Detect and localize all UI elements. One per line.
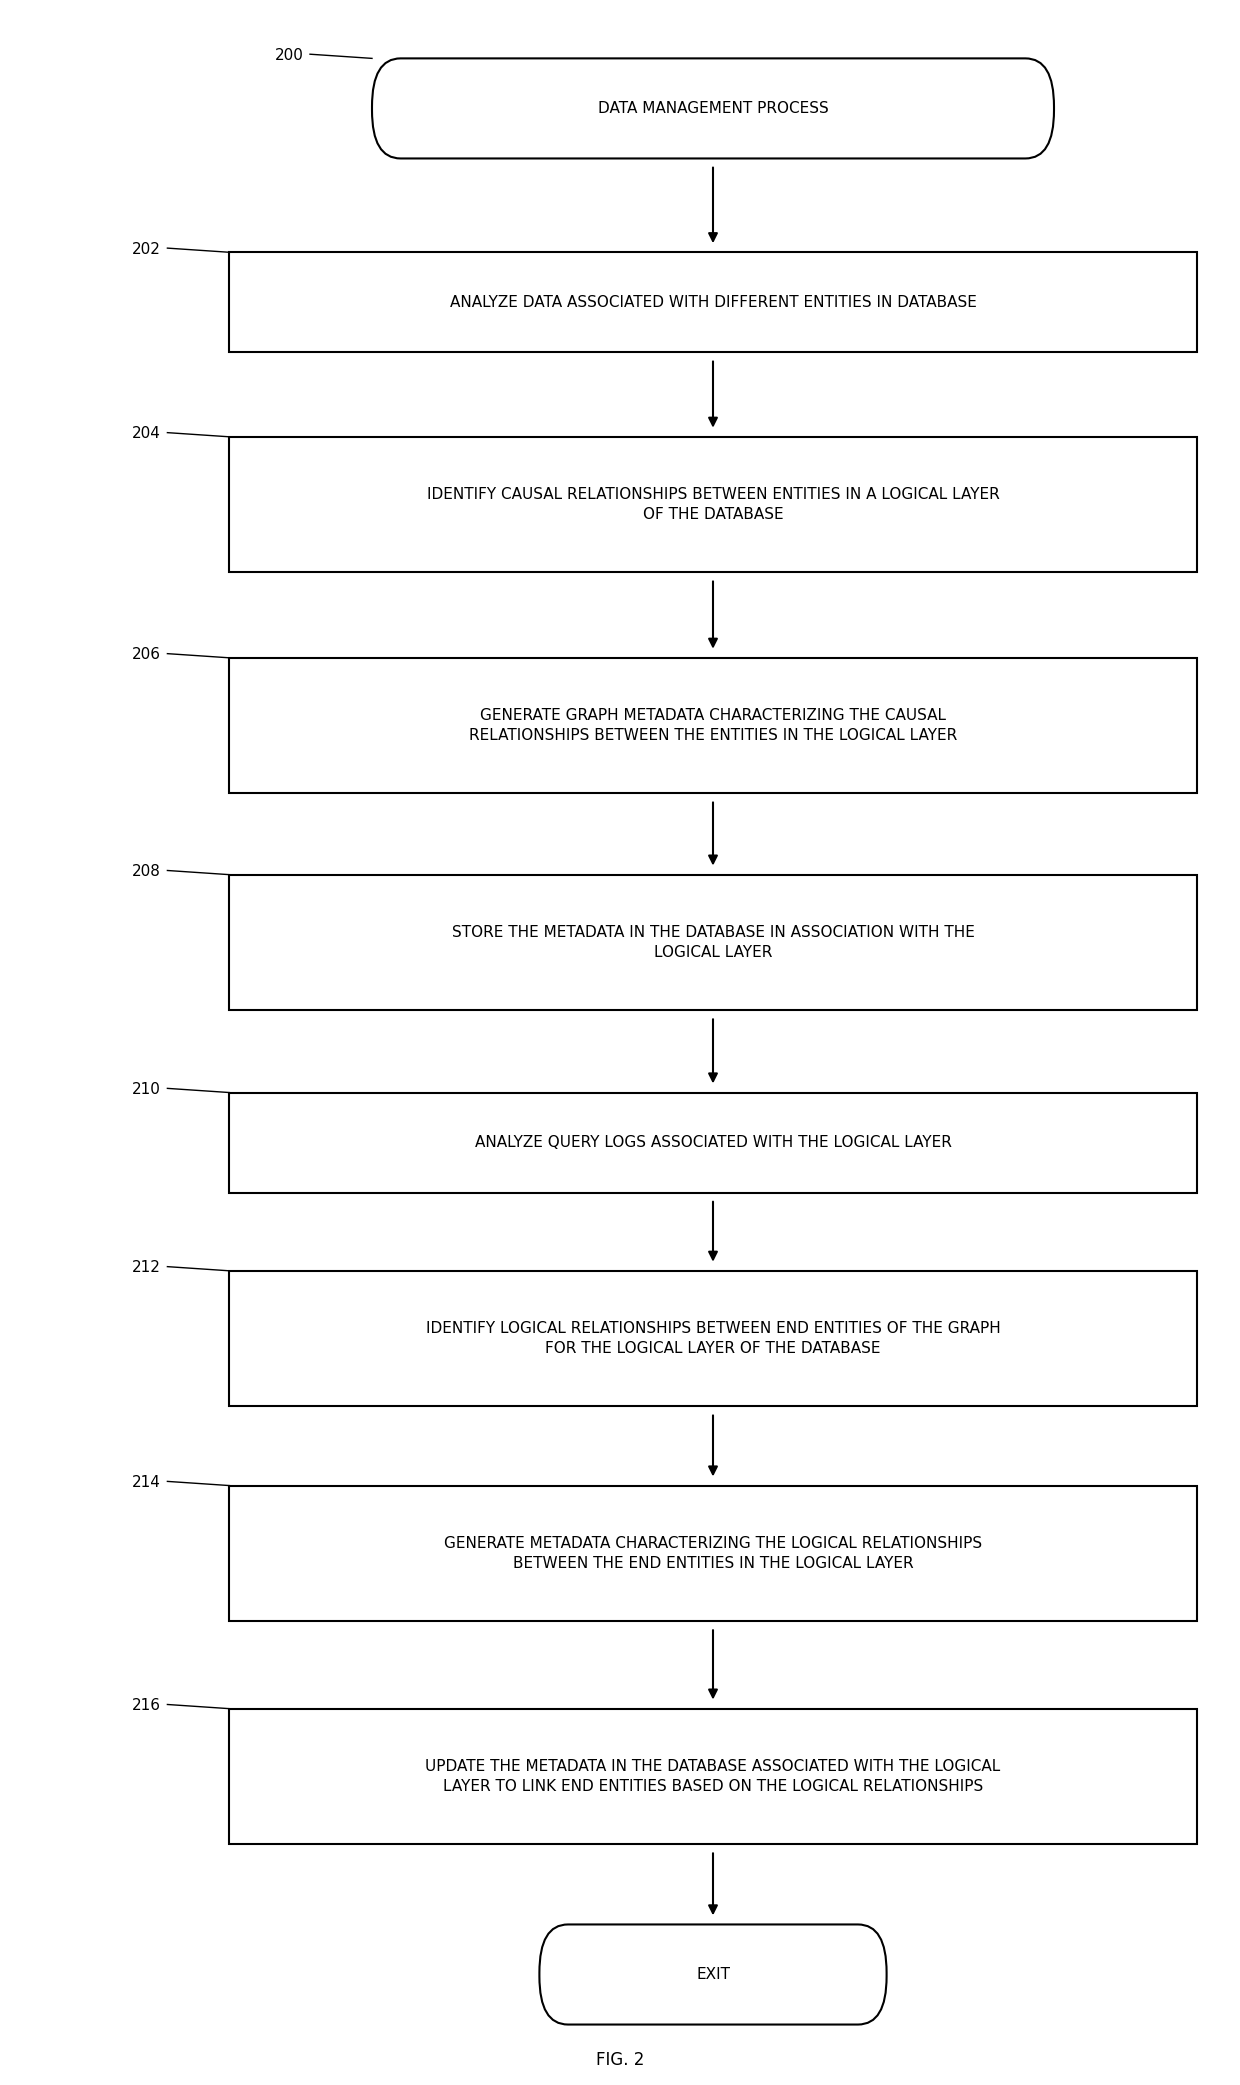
Text: GENERATE GRAPH METADATA CHARACTERIZING THE CAUSAL
RELATIONSHIPS BETWEEN THE ENTI: GENERATE GRAPH METADATA CHARACTERIZING T… — [469, 709, 957, 742]
Text: 206: 206 — [133, 646, 161, 663]
Text: 210: 210 — [133, 1082, 161, 1097]
Text: IDENTIFY LOGICAL RELATIONSHIPS BETWEEN END ENTITIES OF THE GRAPH
FOR THE LOGICAL: IDENTIFY LOGICAL RELATIONSHIPS BETWEEN E… — [425, 1322, 1001, 1355]
FancyBboxPatch shape — [539, 1924, 887, 2025]
Text: 200: 200 — [275, 48, 304, 63]
Text: IDENTIFY CAUSAL RELATIONSHIPS BETWEEN ENTITIES IN A LOGICAL LAYER
OF THE DATABAS: IDENTIFY CAUSAL RELATIONSHIPS BETWEEN EN… — [427, 488, 999, 521]
Text: 204: 204 — [133, 425, 161, 442]
Text: FIG. 2: FIG. 2 — [595, 2052, 645, 2068]
Text: 214: 214 — [133, 1476, 161, 1491]
Text: 212: 212 — [133, 1259, 161, 1276]
Text: EXIT: EXIT — [696, 1966, 730, 1983]
Text: 216: 216 — [133, 1697, 161, 1714]
Text: ANALYZE DATA ASSOCIATED WITH DIFFERENT ENTITIES IN DATABASE: ANALYZE DATA ASSOCIATED WITH DIFFERENT E… — [450, 294, 976, 311]
FancyBboxPatch shape — [229, 657, 1197, 792]
Text: UPDATE THE METADATA IN THE DATABASE ASSOCIATED WITH THE LOGICAL
LAYER TO LINK EN: UPDATE THE METADATA IN THE DATABASE ASSO… — [425, 1760, 1001, 1793]
FancyBboxPatch shape — [229, 876, 1197, 1009]
Text: 202: 202 — [133, 242, 161, 256]
FancyBboxPatch shape — [229, 1270, 1197, 1405]
FancyBboxPatch shape — [229, 252, 1197, 352]
FancyBboxPatch shape — [229, 1485, 1197, 1622]
Text: ANALYZE QUERY LOGS ASSOCIATED WITH THE LOGICAL LAYER: ANALYZE QUERY LOGS ASSOCIATED WITH THE L… — [475, 1134, 951, 1151]
FancyBboxPatch shape — [229, 438, 1197, 571]
Text: STORE THE METADATA IN THE DATABASE IN ASSOCIATION WITH THE
LOGICAL LAYER: STORE THE METADATA IN THE DATABASE IN AS… — [451, 926, 975, 959]
Text: DATA MANAGEMENT PROCESS: DATA MANAGEMENT PROCESS — [598, 100, 828, 117]
Text: GENERATE METADATA CHARACTERIZING THE LOGICAL RELATIONSHIPS
BETWEEN THE END ENTIT: GENERATE METADATA CHARACTERIZING THE LOG… — [444, 1537, 982, 1570]
FancyBboxPatch shape — [229, 1093, 1197, 1193]
FancyBboxPatch shape — [372, 58, 1054, 158]
FancyBboxPatch shape — [229, 1710, 1197, 1843]
Text: 208: 208 — [133, 863, 161, 880]
